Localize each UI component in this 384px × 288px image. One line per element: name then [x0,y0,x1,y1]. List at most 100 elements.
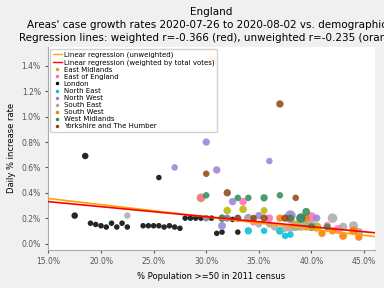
Point [198,196,204,200]
Point [329,216,336,220]
Point [303,223,309,228]
Point [245,216,252,220]
Point [298,225,304,229]
Point [151,223,157,228]
Point [219,216,225,220]
Point [277,229,283,233]
Point [177,226,183,231]
Legend: Linear regression (unweighted), Linear regression (weighted by total votes), Eas: Linear regression (unweighted), Linear r… [50,49,217,132]
Point [245,196,252,200]
Point [250,216,257,220]
Point [287,213,293,218]
Point [314,216,320,220]
Point [156,223,162,228]
Point [98,223,104,228]
Point [293,196,299,200]
Point [277,216,283,220]
Point [298,216,304,220]
Point [235,196,241,200]
Point [287,226,293,231]
Point [340,234,346,238]
Point [303,209,309,214]
Point [198,216,204,220]
Point [319,231,325,236]
Point [266,216,272,220]
Point [261,208,267,213]
Point [298,216,304,220]
Point [293,225,299,229]
Point [282,216,288,220]
Point [282,234,288,238]
Point [261,229,267,233]
Point [256,222,262,227]
Point [356,235,362,240]
Point [287,216,293,220]
Point [235,216,241,220]
Point [329,229,336,233]
Point [261,216,267,220]
Point [88,221,94,226]
Point [308,215,314,219]
Point [166,223,172,228]
Point [240,207,246,212]
Point [140,223,146,228]
Point [308,225,314,229]
Point [214,168,220,172]
Point [287,216,293,220]
Point [182,216,188,220]
Point [214,231,220,236]
Point [235,216,241,220]
Point [224,216,230,220]
Point [219,223,225,228]
Point [203,140,209,144]
Point [219,216,225,220]
Point [103,225,109,229]
Point [224,216,230,220]
Point [287,217,293,222]
Point [245,216,252,220]
Point [351,229,357,233]
Point [266,159,272,163]
Point [203,216,209,220]
Point [250,216,257,220]
Point [230,217,236,222]
Point [93,222,99,227]
Point [282,226,288,231]
Point [203,216,209,220]
Point [224,190,230,195]
Point [356,230,362,234]
Point [303,216,309,220]
Point [203,171,209,176]
Point [324,225,330,229]
Point [324,223,330,228]
Point [82,154,88,158]
Point [256,213,262,218]
Point [261,196,267,200]
Point [303,223,309,228]
Point [209,216,215,220]
Point [308,222,314,227]
Point [219,216,225,220]
X-axis label: % Population >=50 in 2011 census: % Population >=50 in 2011 census [137,272,286,281]
Point [72,213,78,218]
Point [203,193,209,198]
Point [187,216,194,220]
Point [314,225,320,229]
Point [277,102,283,106]
Point [240,199,246,204]
Point [351,223,357,228]
Point [308,225,314,229]
Point [145,223,151,228]
Point [245,229,252,233]
Point [271,225,278,229]
Point [277,193,283,198]
Point [161,225,167,229]
Point [224,208,230,213]
Point [108,221,114,226]
Point [209,57,215,62]
Point [340,225,346,229]
Point [119,221,125,226]
Point [124,213,131,218]
Point [156,175,162,180]
Point [172,165,178,170]
